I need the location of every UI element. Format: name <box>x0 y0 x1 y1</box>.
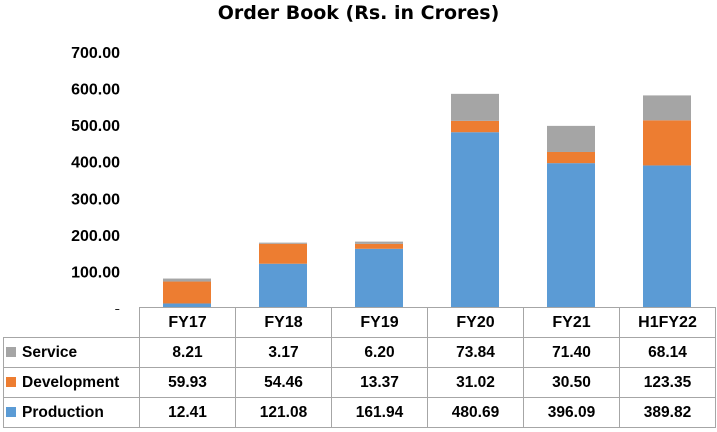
category-label: FY19 <box>331 307 428 338</box>
data-label: 396.09 <box>523 397 620 428</box>
bar-segment-service <box>451 93 499 121</box>
y-tick-label: 600.00 <box>71 82 120 99</box>
table-corner <box>3 307 140 338</box>
bar-segment-service <box>643 95 691 121</box>
legend-entry: Development <box>3 367 140 398</box>
table-body: Service 8.21 3.17 6.20 73.84 71.40 68.14 Develo… <box>3 337 716 428</box>
bar-segment-development <box>163 281 211 304</box>
category-label: FY18 <box>235 307 332 338</box>
legend-swatch <box>6 406 16 417</box>
table-row: Service 8.21 3.17 6.20 73.84 71.40 68.14 <box>3 337 716 368</box>
data-label: 3.17 <box>235 337 332 368</box>
chart-title: Order Book (Rs. in Crores) <box>217 2 500 24</box>
series-name: Production <box>22 403 104 421</box>
bar-segment-production <box>547 163 595 308</box>
data-label: 123.35 <box>619 367 716 398</box>
category-label: FY20 <box>427 307 524 338</box>
bar-segment-development <box>355 243 403 249</box>
bar-segment-service <box>355 241 403 244</box>
data-table: FY17 FY18 FY19 FY20 FY21 H1FY22 Service 8.21 3.… <box>3 307 716 428</box>
bar-segment-production <box>355 248 403 308</box>
category-label: FY17 <box>139 307 236 338</box>
series-name: Service <box>22 343 78 361</box>
data-label: 59.93 <box>139 367 236 398</box>
bar-segment-production <box>259 263 307 308</box>
category-label: FY21 <box>523 307 620 338</box>
bar-segment-development <box>259 243 307 264</box>
bar-segment-development <box>451 120 499 133</box>
data-label: 68.14 <box>619 337 716 368</box>
bar-segment-service <box>547 125 595 152</box>
y-tick-label: 400.00 <box>71 155 120 172</box>
data-label: 30.50 <box>523 367 620 398</box>
data-label: 71.40 <box>523 337 620 368</box>
series-name: Development <box>22 373 120 391</box>
bar-segment-service <box>163 278 211 282</box>
data-label: 8.21 <box>139 337 236 368</box>
y-tick-label: 500.00 <box>71 118 120 135</box>
table-row: Production 12.41 121.08 161.94 480.69 396.09 3… <box>3 397 716 428</box>
bar-segment-development <box>547 151 595 164</box>
data-label: 6.20 <box>331 337 428 368</box>
table-row: Development 59.93 54.46 13.37 31.02 30.50 123.… <box>3 367 716 398</box>
y-axis: - 100.00 200.00 300.00 400.00 500.00 600.00 700… <box>71 45 120 310</box>
y-tick-label: - <box>115 301 120 310</box>
legend-entry: Production <box>3 397 140 428</box>
data-label: 12.41 <box>139 397 236 428</box>
data-label: 161.94 <box>331 397 428 428</box>
bar-segment-production <box>451 132 499 308</box>
data-label: 73.84 <box>427 337 524 368</box>
data-label: 389.82 <box>619 397 716 428</box>
data-label: 480.69 <box>427 397 524 428</box>
table-header-row: FY17 FY18 FY19 FY20 FY21 H1FY22 <box>3 307 716 338</box>
bar-group <box>163 93 691 308</box>
bar-segment-service <box>259 242 307 244</box>
category-label: H1FY22 <box>619 307 716 338</box>
y-tick-label: 700.00 <box>71 45 120 62</box>
legend-swatch <box>6 346 16 357</box>
y-tick-label: 200.00 <box>71 228 120 245</box>
y-tick-label: 300.00 <box>71 191 120 208</box>
legend-entry: Service <box>3 337 140 368</box>
data-label: 121.08 <box>235 397 332 428</box>
bar-segment-development <box>643 120 691 166</box>
data-label: 54.46 <box>235 367 332 398</box>
legend-swatch <box>6 376 16 387</box>
data-label: 13.37 <box>331 367 428 398</box>
stacked-bar-plot: - 100.00 200.00 300.00 400.00 500.00 600.00 700… <box>71 45 691 310</box>
bar-segment-production <box>643 165 691 308</box>
data-label: 31.02 <box>427 367 524 398</box>
y-tick-label: 100.00 <box>71 264 120 281</box>
bar-segment-production <box>163 303 211 308</box>
